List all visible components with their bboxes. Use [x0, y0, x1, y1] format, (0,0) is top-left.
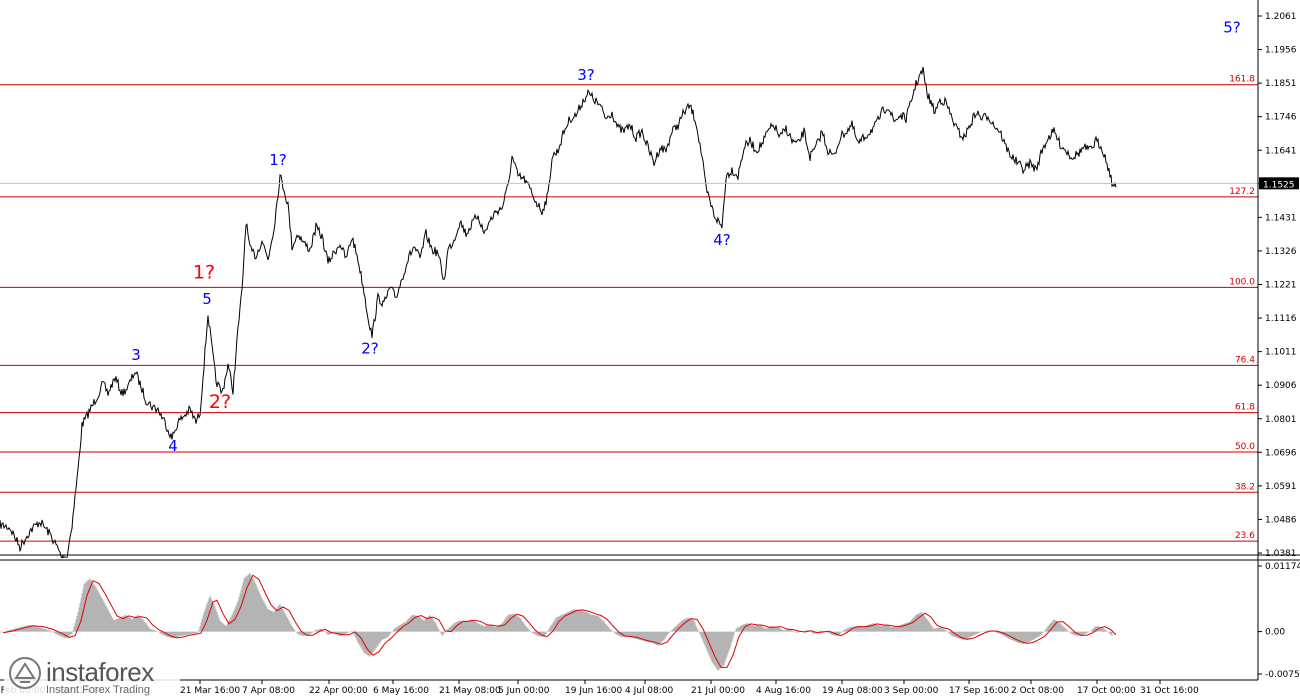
wave-label: 4?: [713, 231, 731, 249]
time-tick-label: 17 Oct 00:00: [1077, 686, 1136, 696]
time-tick-label: 5 Jun 00:00: [498, 686, 550, 696]
wave-label: 5: [202, 290, 212, 308]
wave-label: 4: [168, 437, 178, 455]
time-tick-label: 19 Jun 16:00: [565, 686, 622, 696]
time-tick-label: 19 Aug 08:00: [822, 686, 883, 696]
fib-label: 76.4: [1235, 355, 1255, 365]
time-tick-label: 7 Apr 08:00: [242, 686, 295, 696]
oscillator-panel: [0, 558, 1258, 686]
time-tick-label: 22 Apr 00:00: [309, 686, 368, 696]
wave-label: 5?: [1223, 18, 1241, 36]
current-price-tag: [1259, 177, 1299, 190]
price-tick-label: 1.2061: [1265, 12, 1297, 22]
time-tick-label: 17 Sep 16:00: [949, 686, 1009, 696]
wave-labels: 1? 2? 5 3 4 1? 2? 3? 4? 5?: [131, 18, 1241, 455]
price-tick-label: 1.1326: [1265, 247, 1297, 257]
price-tick-label: 1.1116: [1265, 314, 1297, 324]
price-tick-label: 1.1221: [1265, 281, 1297, 291]
fib-label: 61.8: [1235, 403, 1255, 413]
price-tick-label: 1.0906: [1265, 381, 1297, 391]
signal-line: [2, 574, 1117, 668]
wave-label: 2?: [209, 391, 231, 413]
price-tick-label: 1.1851: [1265, 79, 1297, 89]
price-tick-label: 1.1956: [1265, 46, 1297, 56]
instaforex-watermark: instaforex Instant Forex Trading: [4, 654, 180, 700]
fib-label: 161.8: [1229, 75, 1255, 85]
time-tick-label: 2 Oct 08:00: [1011, 686, 1064, 696]
wave-label: 3: [131, 346, 141, 364]
oscillator-background: [0, 558, 1258, 686]
price-tick-label: 1.0801: [1265, 415, 1297, 425]
time-tick-label: 31 Oct 16:00: [1140, 686, 1199, 696]
wave-label: 1?: [193, 261, 215, 283]
osc-tick-label: -0.00759: [1265, 670, 1300, 680]
price-tick-label: 1.0696: [1265, 448, 1297, 458]
time-tick-label: 21 May 08:00: [439, 686, 501, 696]
fibonacci-levels: 161.8 127.2 100.0 76.4 61.8 50.0 38.2 23.6: [0, 75, 1258, 542]
time-tick-label: 4 Jul 08:00: [625, 686, 674, 696]
osc-tick-label: 0.01174: [1265, 562, 1300, 572]
price-tick-label: 1.0591: [1265, 482, 1297, 492]
fib-label: 38.2: [1235, 482, 1255, 492]
price-tick-label: 1.1746: [1265, 113, 1297, 123]
fib-label: 50.0: [1235, 442, 1255, 452]
time-tick-label: 21 Jul 00:00: [691, 686, 745, 696]
fib-label: 127.2: [1229, 187, 1255, 197]
time-tick-label: 4 Aug 16:00: [756, 686, 811, 696]
price-tick-label: 1.1431: [1265, 213, 1297, 223]
current-price-value: 1.1525: [1263, 180, 1295, 190]
instaforex-logo-icon: [9, 657, 41, 689]
price-tick-label: 1.1011: [1265, 348, 1297, 358]
brand-tagline: Instant Forex Trading: [46, 684, 150, 696]
wave-label: 1?: [269, 151, 287, 169]
time-tick-label: 21 Mar 16:00: [180, 686, 240, 696]
wave-label: 2?: [361, 340, 379, 358]
price-line: [0, 66, 1117, 562]
fib-label: 100.0: [1229, 277, 1255, 287]
osc-tick-label: 0.00: [1265, 628, 1285, 638]
price-series: [0, 66, 1258, 562]
price-tick-label: 1.1641: [1265, 146, 1297, 156]
fib-label: 23.6: [1235, 531, 1255, 541]
wave-label: 3?: [577, 66, 595, 84]
time-tick-label: 3 Sep 00:00: [884, 686, 939, 696]
price-tick-label: 1.0381: [1265, 549, 1297, 559]
brand-name: instaforex: [46, 657, 154, 687]
price-tick-label: 1.0486: [1265, 515, 1297, 525]
time-tick-label: 6 May 16:00: [373, 686, 429, 696]
